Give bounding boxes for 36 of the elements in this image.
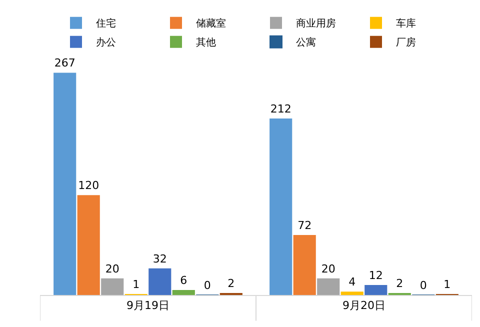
data-label: 212: [270, 102, 292, 116]
data-label: 0: [420, 279, 427, 292]
bar: [172, 290, 195, 295]
legend-label: 储藏室: [196, 18, 226, 30]
x-tick-label: 9月19日: [126, 299, 170, 312]
legend-label: 办公: [96, 36, 116, 49]
data-label: 32: [152, 252, 167, 266]
bar: [148, 268, 172, 295]
bar: [340, 292, 364, 295]
data-label: 4: [348, 276, 356, 289]
bar: [270, 118, 292, 295]
data-label: 72: [298, 219, 312, 232]
bar: [77, 195, 100, 295]
data-label: 0: [204, 279, 211, 292]
legend-label: 住宅: [96, 18, 116, 30]
data-label: 120: [78, 179, 100, 192]
legend-label: 厂房: [396, 36, 416, 49]
legend-label: 公寓: [296, 36, 316, 49]
data-label: 20: [321, 262, 336, 276]
data-label: 1: [444, 278, 451, 291]
bar: [317, 278, 340, 295]
bar: [101, 278, 124, 295]
data-label: 2: [228, 277, 235, 290]
data-label: 2: [396, 277, 404, 290]
x-tick-label: 9月20日: [342, 299, 386, 312]
legend-label: 其他: [196, 36, 216, 49]
bar: [364, 285, 388, 295]
bar: [293, 235, 316, 295]
data-label: 1: [132, 278, 140, 291]
legend-label: 车库: [396, 18, 416, 30]
legend-label: 商业用房: [296, 18, 336, 30]
data-label: 6: [180, 274, 188, 287]
data-label: 12: [368, 269, 383, 282]
data-label: 267: [54, 56, 76, 70]
data-label: 20: [105, 262, 120, 276]
bar: [54, 72, 76, 295]
